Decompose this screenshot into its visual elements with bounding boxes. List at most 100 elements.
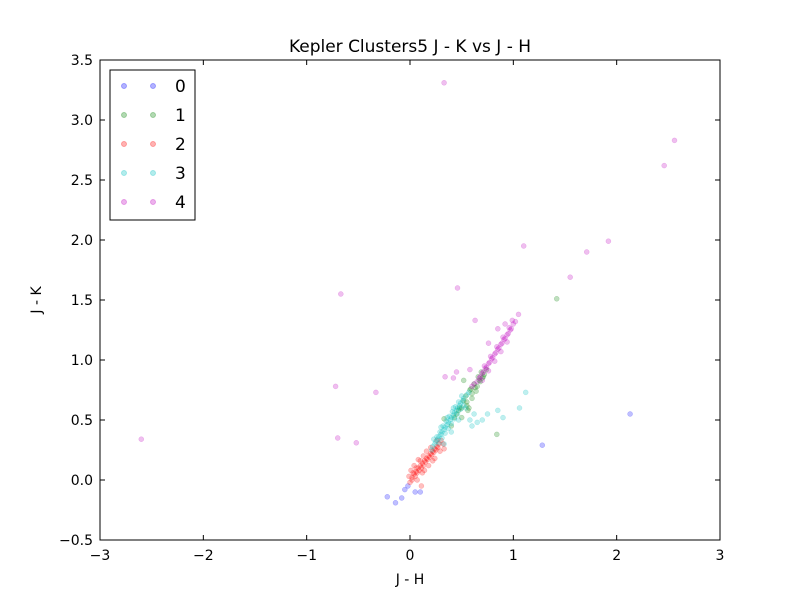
data-point <box>477 378 484 385</box>
data-point <box>476 377 482 384</box>
data-point <box>443 418 449 424</box>
x-tick-label: 1 <box>509 548 518 564</box>
data-point <box>414 477 420 483</box>
data-point <box>476 375 482 381</box>
data-point <box>420 453 427 459</box>
data-point <box>478 369 485 375</box>
data-point <box>505 330 511 337</box>
series-3 <box>428 389 529 453</box>
data-point <box>412 473 418 480</box>
data-point <box>671 137 678 144</box>
data-point <box>450 412 457 418</box>
legend-marker <box>121 83 127 89</box>
x-tick-label: 2 <box>612 548 621 564</box>
data-point <box>434 434 440 440</box>
data-point <box>488 356 495 362</box>
data-point <box>442 424 448 430</box>
data-point <box>469 383 475 390</box>
plot-area <box>100 60 720 540</box>
data-point <box>402 486 408 493</box>
data-point <box>466 389 472 396</box>
series-1 <box>441 296 560 438</box>
data-point <box>479 375 486 381</box>
data-point <box>439 435 445 441</box>
data-point <box>469 395 475 402</box>
legend-label: 1 <box>175 106 186 126</box>
data-point <box>415 465 422 471</box>
data-point <box>441 416 447 422</box>
data-point <box>449 408 456 415</box>
data-point <box>426 454 433 460</box>
data-point <box>407 479 413 486</box>
data-point <box>482 365 489 372</box>
data-point <box>417 458 424 464</box>
data-point <box>453 407 460 414</box>
data-point <box>464 402 470 409</box>
data-point <box>509 317 516 324</box>
x-axis-label: J - H <box>395 572 425 588</box>
data-point <box>471 381 477 387</box>
data-point <box>435 444 441 451</box>
data-point <box>499 340 505 346</box>
legend-label: 0 <box>175 77 186 97</box>
data-point <box>467 387 473 393</box>
data-point <box>338 291 344 297</box>
data-point <box>434 437 440 444</box>
x-tick-label: 0 <box>406 548 415 564</box>
data-point <box>446 413 453 420</box>
data-point <box>451 414 458 421</box>
data-point <box>627 411 633 417</box>
data-point <box>458 414 465 421</box>
x-tick-label: −2 <box>193 548 214 564</box>
data-point <box>480 369 487 375</box>
data-point <box>435 436 441 442</box>
data-point <box>512 318 519 325</box>
data-point <box>504 339 510 345</box>
data-point <box>491 351 498 357</box>
data-point <box>471 411 477 417</box>
data-point <box>495 407 501 414</box>
data-point <box>495 326 501 332</box>
data-point <box>495 346 501 352</box>
data-point <box>500 334 506 340</box>
data-point <box>419 460 426 466</box>
data-point <box>453 411 460 417</box>
y-tick-label: 0.5 <box>71 413 93 429</box>
ticks-layer: −3 −2 −1 0 1 2 3 −0.5 0.0 0.5 1.0 1.5 2.0 2.5 3.0 3.5 <box>59 53 724 564</box>
legend-marker <box>150 170 156 176</box>
data-point <box>423 448 430 454</box>
legend: 0 1 2 3 4 <box>109 69 196 221</box>
data-point <box>447 417 454 423</box>
data-point <box>454 411 461 417</box>
y-tick-label: 3.5 <box>71 53 93 69</box>
data-point <box>444 414 450 421</box>
data-point <box>442 374 448 380</box>
data-point <box>479 370 486 376</box>
data-point <box>472 384 478 391</box>
data-point <box>416 467 423 474</box>
data-point <box>463 393 469 399</box>
data-point <box>605 238 612 244</box>
data-point <box>432 441 438 447</box>
data-point <box>439 429 445 435</box>
data-point <box>453 369 460 375</box>
data-point <box>434 443 440 450</box>
data-point <box>494 344 500 350</box>
y-tick-label: 1.5 <box>71 293 93 309</box>
y-tick-label: 2.5 <box>71 173 93 189</box>
data-point <box>450 405 457 411</box>
legend-marker <box>150 199 156 205</box>
data-point <box>409 477 415 483</box>
data-point <box>458 393 465 399</box>
data-point <box>451 416 458 422</box>
data-point <box>429 443 436 450</box>
data-point <box>501 336 507 343</box>
data-point <box>484 411 491 417</box>
data-point <box>138 436 145 442</box>
data-point <box>498 341 504 348</box>
data-point <box>455 407 462 414</box>
data-point <box>479 377 486 384</box>
y-axis-label: J - K <box>29 286 45 315</box>
data-point <box>481 363 488 369</box>
data-point <box>515 311 522 318</box>
